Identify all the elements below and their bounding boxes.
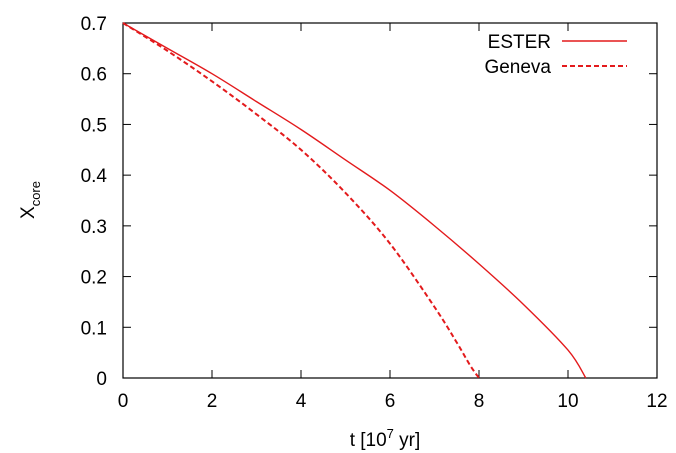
legend: ESTER Geneva [484, 32, 627, 78]
y-tick-label: 0.3 [81, 217, 107, 238]
y-tick-label: 0.4 [81, 166, 108, 187]
x-tick-label: 0 [118, 391, 129, 412]
legend-label-ester: ESTER [488, 32, 551, 53]
x-tick-label: 6 [385, 391, 396, 412]
y-tick-label: 0.5 [81, 115, 107, 136]
y-tick-label: 0.7 [81, 14, 107, 35]
y-tick-label: 0.2 [81, 268, 107, 289]
x-tick-label: 8 [474, 391, 485, 412]
x-tick-label: 10 [557, 391, 578, 412]
y-tick-label: 0 [96, 369, 107, 390]
y-tick-label: 0.1 [81, 318, 107, 339]
y-axis-label: Xcore [18, 181, 43, 219]
tick-labels: 0 2 4 6 8 10 12 0 0.1 0.2 0.3 0.4 0.5 0.6 0.7 [81, 14, 668, 412]
legend-label-geneva: Geneva [484, 57, 551, 78]
x-tick-label: 12 [646, 391, 667, 412]
x-tick-label: 2 [207, 391, 218, 412]
series-line-geneva [122, 22, 480, 379]
series-lines [122, 22, 587, 379]
tick-marks [122, 22, 658, 379]
x-tick-label: 4 [296, 391, 307, 412]
y-tick-label: 0.6 [81, 65, 107, 86]
series-line-ester [122, 22, 587, 379]
x-axis-label: t [107 yr] [350, 426, 421, 451]
